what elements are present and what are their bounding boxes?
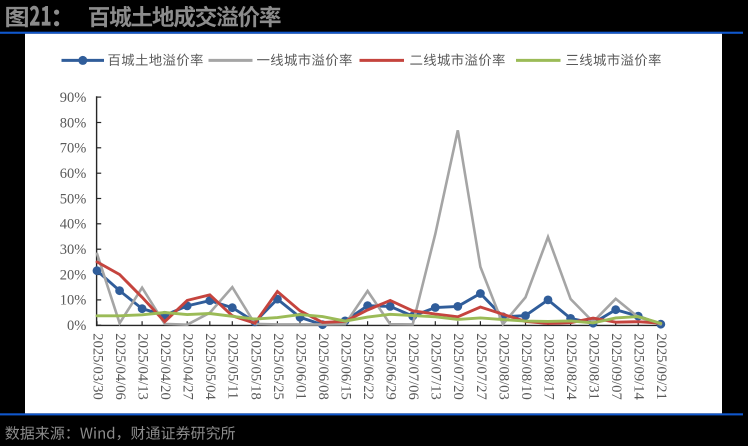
svg-text:2025/05/25: 2025/05/25 xyxy=(270,333,286,399)
svg-text:2025/06/15: 2025/06/15 xyxy=(338,333,354,399)
svg-text:2025/06/22: 2025/06/22 xyxy=(360,333,376,399)
svg-text:80%: 80% xyxy=(60,115,87,131)
svg-text:2025/05/18: 2025/05/18 xyxy=(247,333,263,399)
svg-text:2025/08/17: 2025/08/17 xyxy=(540,333,556,399)
svg-text:2025/07/20: 2025/07/20 xyxy=(450,333,466,399)
svg-text:2025/09/14: 2025/09/14 xyxy=(631,333,647,400)
svg-text:2025/07/06: 2025/07/06 xyxy=(405,333,421,399)
svg-text:2025/07/27: 2025/07/27 xyxy=(473,333,489,399)
svg-text:2025/09/07: 2025/09/07 xyxy=(608,333,624,399)
svg-text:2025/05/11: 2025/05/11 xyxy=(225,333,241,399)
svg-text:2025/09/21: 2025/09/21 xyxy=(653,333,669,399)
svg-text:2025/06/08: 2025/06/08 xyxy=(315,333,331,399)
svg-text:70%: 70% xyxy=(60,141,87,157)
svg-text:2025/08/03: 2025/08/03 xyxy=(495,333,511,399)
svg-text:2025/03/30: 2025/03/30 xyxy=(89,333,105,399)
svg-text:2025/06/29: 2025/06/29 xyxy=(383,333,399,399)
svg-text:0%: 0% xyxy=(67,318,86,334)
svg-text:2025/04/06: 2025/04/06 xyxy=(112,333,128,399)
svg-text:2025/08/10: 2025/08/10 xyxy=(518,333,534,399)
svg-text:10%: 10% xyxy=(60,293,87,309)
svg-text:2025/07/13: 2025/07/13 xyxy=(428,333,444,399)
svg-text:2025/05/04: 2025/05/04 xyxy=(202,333,218,400)
svg-text:2025/08/24: 2025/08/24 xyxy=(563,333,579,400)
svg-text:40%: 40% xyxy=(60,217,87,233)
svg-text:50%: 50% xyxy=(60,191,87,207)
svg-text:20%: 20% xyxy=(60,267,87,283)
svg-text:2025/04/27: 2025/04/27 xyxy=(180,333,196,399)
svg-text:2025/04/20: 2025/04/20 xyxy=(157,333,173,399)
svg-text:90%: 90% xyxy=(60,90,87,106)
svg-text:30%: 30% xyxy=(60,242,87,258)
svg-text:2025/06/01: 2025/06/01 xyxy=(292,333,308,399)
svg-text:60%: 60% xyxy=(60,166,87,182)
svg-text:2025/04/13: 2025/04/13 xyxy=(135,333,151,399)
svg-text:2025/08/31: 2025/08/31 xyxy=(586,333,602,399)
